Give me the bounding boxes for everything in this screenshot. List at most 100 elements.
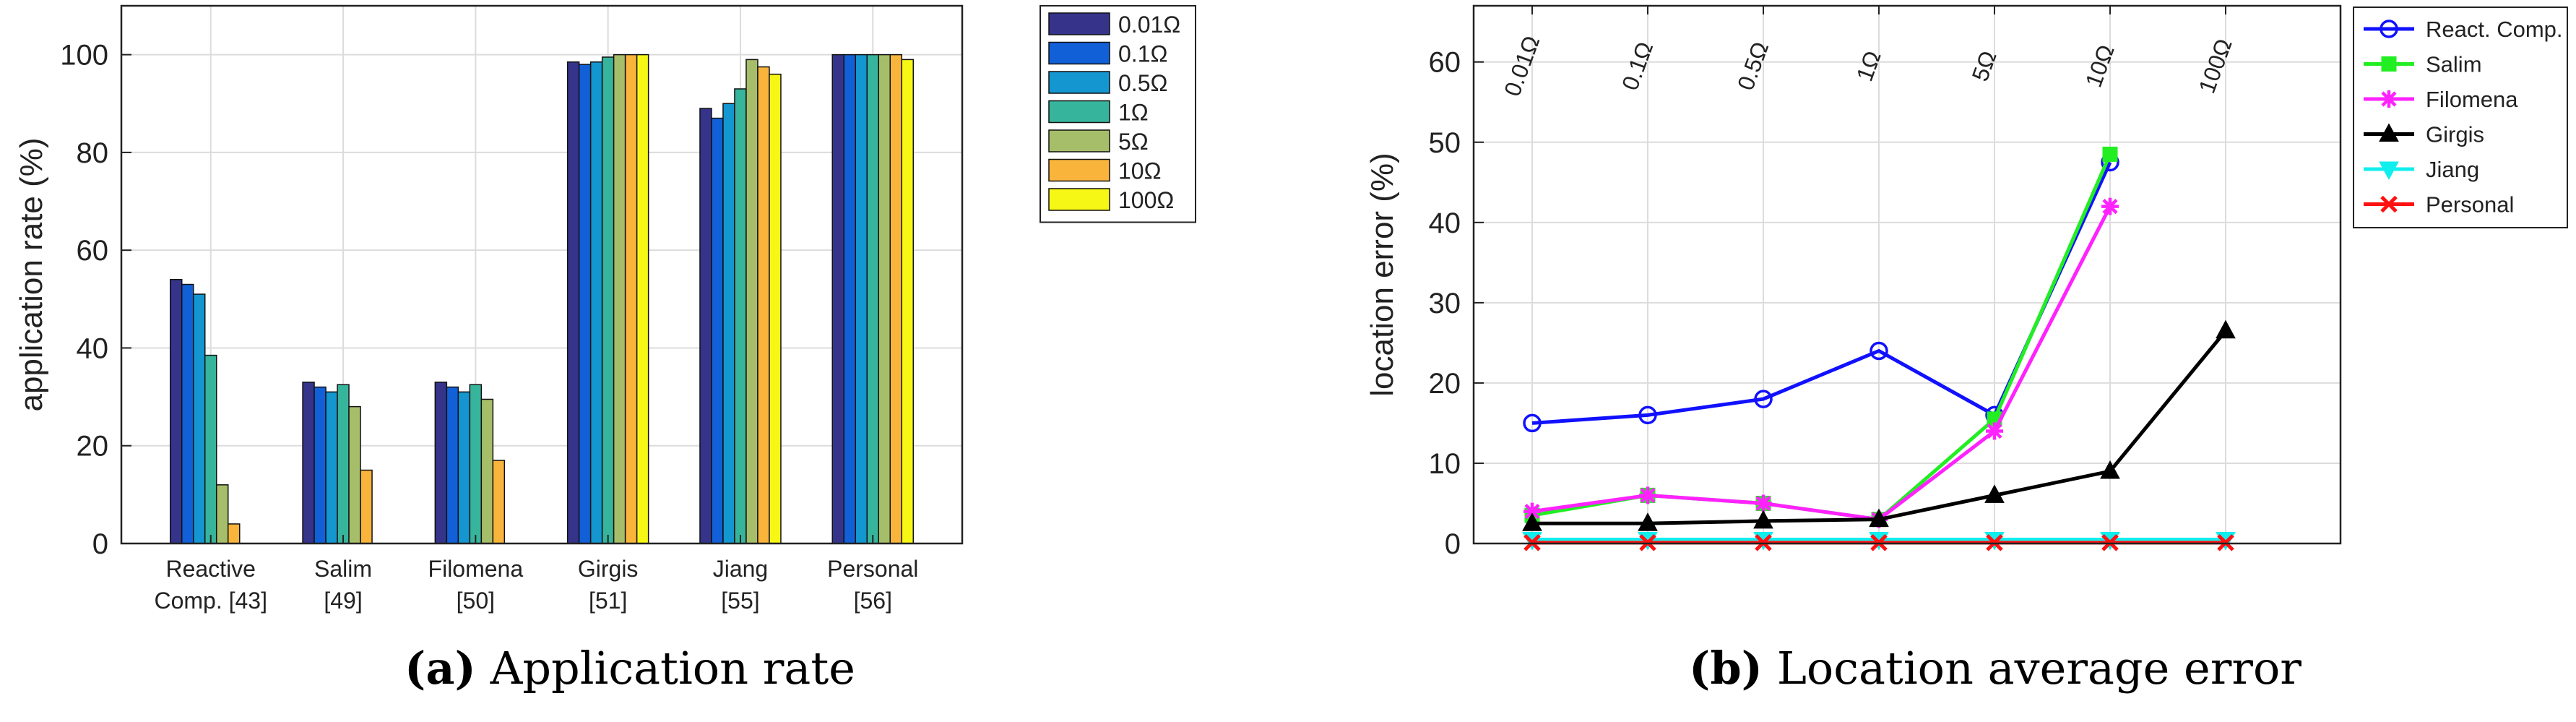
bar [337,384,350,544]
point [1986,422,2003,440]
y-tick-label: 20 [1429,368,1461,400]
point [2216,319,2236,339]
bar [360,469,373,544]
bar [215,484,229,544]
bar [469,384,483,544]
y-tick-label: 40 [77,332,109,364]
y-tick-label: 60 [1429,47,1461,79]
point [1870,341,1888,361]
legend-entry: 100Ω [1118,187,1174,213]
bar [757,66,770,544]
x-tick-label: Filomena [428,556,524,582]
legend-swatch [1048,100,1110,124]
point [2102,146,2118,162]
bar [457,391,471,544]
point [2100,460,2120,479]
legend-entry: 1Ω [1118,100,1149,126]
bar [901,59,915,544]
legend-entry: Girgis [2426,122,2484,147]
y-tick-label: 50 [1429,127,1461,159]
plot-area [1474,6,2341,543]
caption-b: (b) Location average error [1689,642,2301,695]
point [2381,56,2397,72]
x-tick-label: Comp. [43] [154,588,267,614]
x-tick-label: [55] [721,588,759,614]
bar [325,391,338,544]
y-tick-label: 100 [60,40,108,72]
plot-frame [120,4,964,545]
bar [769,73,782,544]
y-tick-label: 30 [1429,288,1461,319]
y-tick-label: 80 [77,137,109,169]
bar [855,53,868,544]
bar [566,61,580,544]
bar [227,523,241,544]
y-tick-label: 10 [1429,448,1461,480]
point [2101,197,2119,215]
caption-a-tag: (a) [405,642,476,695]
x-tick-label: Personal [827,556,918,582]
legend-entry: Jiang [2426,157,2479,182]
bar [711,117,724,544]
legend-box [2353,7,2568,228]
point [1869,508,1889,528]
point [2379,123,2399,142]
bar [589,61,603,544]
x-tick-label: [56] [854,588,892,614]
bar [636,53,649,544]
bar [699,108,712,544]
caption-b-text: Location average error [1776,642,2301,695]
legend-entry: 10Ω [1118,158,1162,184]
chart-application-rate: 0 20 40 60 80 100 Reactive Comp. [43] Salim [49] F… [14,4,1196,614]
legend-entry: React. Comp. [2426,17,2563,42]
bar [314,386,327,544]
bar [745,59,758,544]
plot-frame [1472,4,2342,545]
legend-entry: 0.1Ω [1118,41,1167,67]
point [1523,413,1542,433]
y-tick-label: 40 [1429,207,1461,239]
x-tick-label: [50] [457,588,495,614]
caption-a-text: Application rate [490,642,855,695]
bar [734,88,747,544]
bar [204,354,217,544]
y-axis-label: location error (%) [1365,152,1400,396]
x-tick-label: Girgis [578,556,639,582]
legend-swatch [1048,41,1110,65]
bar [866,53,880,544]
bar [492,460,506,544]
point [2380,20,2398,38]
point [1638,512,1658,531]
legend-swatch [1048,188,1110,211]
point [2379,161,2399,181]
legend-entry: Salim [2426,52,2482,77]
bar [613,53,626,544]
y-tick-label: 0 [1445,528,1461,560]
bar [624,53,638,544]
legend-swatch [1048,129,1110,152]
legend-swatch [1048,158,1110,182]
y-tick-label: 0 [92,528,108,560]
bar [169,279,183,544]
point [1638,405,1657,425]
x-tick-label: [49] [324,588,362,614]
bar [446,386,459,544]
point [1522,512,1542,531]
point [1754,390,1773,408]
x-tick-label: [51] [589,588,627,614]
bar [843,53,857,544]
point [2380,195,2398,213]
point [1639,486,1656,504]
bar [480,398,494,544]
bar [348,405,361,544]
caption-a: (a) Application rate [405,642,855,695]
legend-swatch [1048,71,1110,94]
bar [889,53,903,544]
bar [831,53,845,544]
bar [302,382,315,544]
legend-entry: Personal [2426,192,2514,218]
bar [192,293,206,544]
legend-entry: Filomena [2426,87,2518,112]
caption-b-tag: (b) [1689,642,1763,695]
